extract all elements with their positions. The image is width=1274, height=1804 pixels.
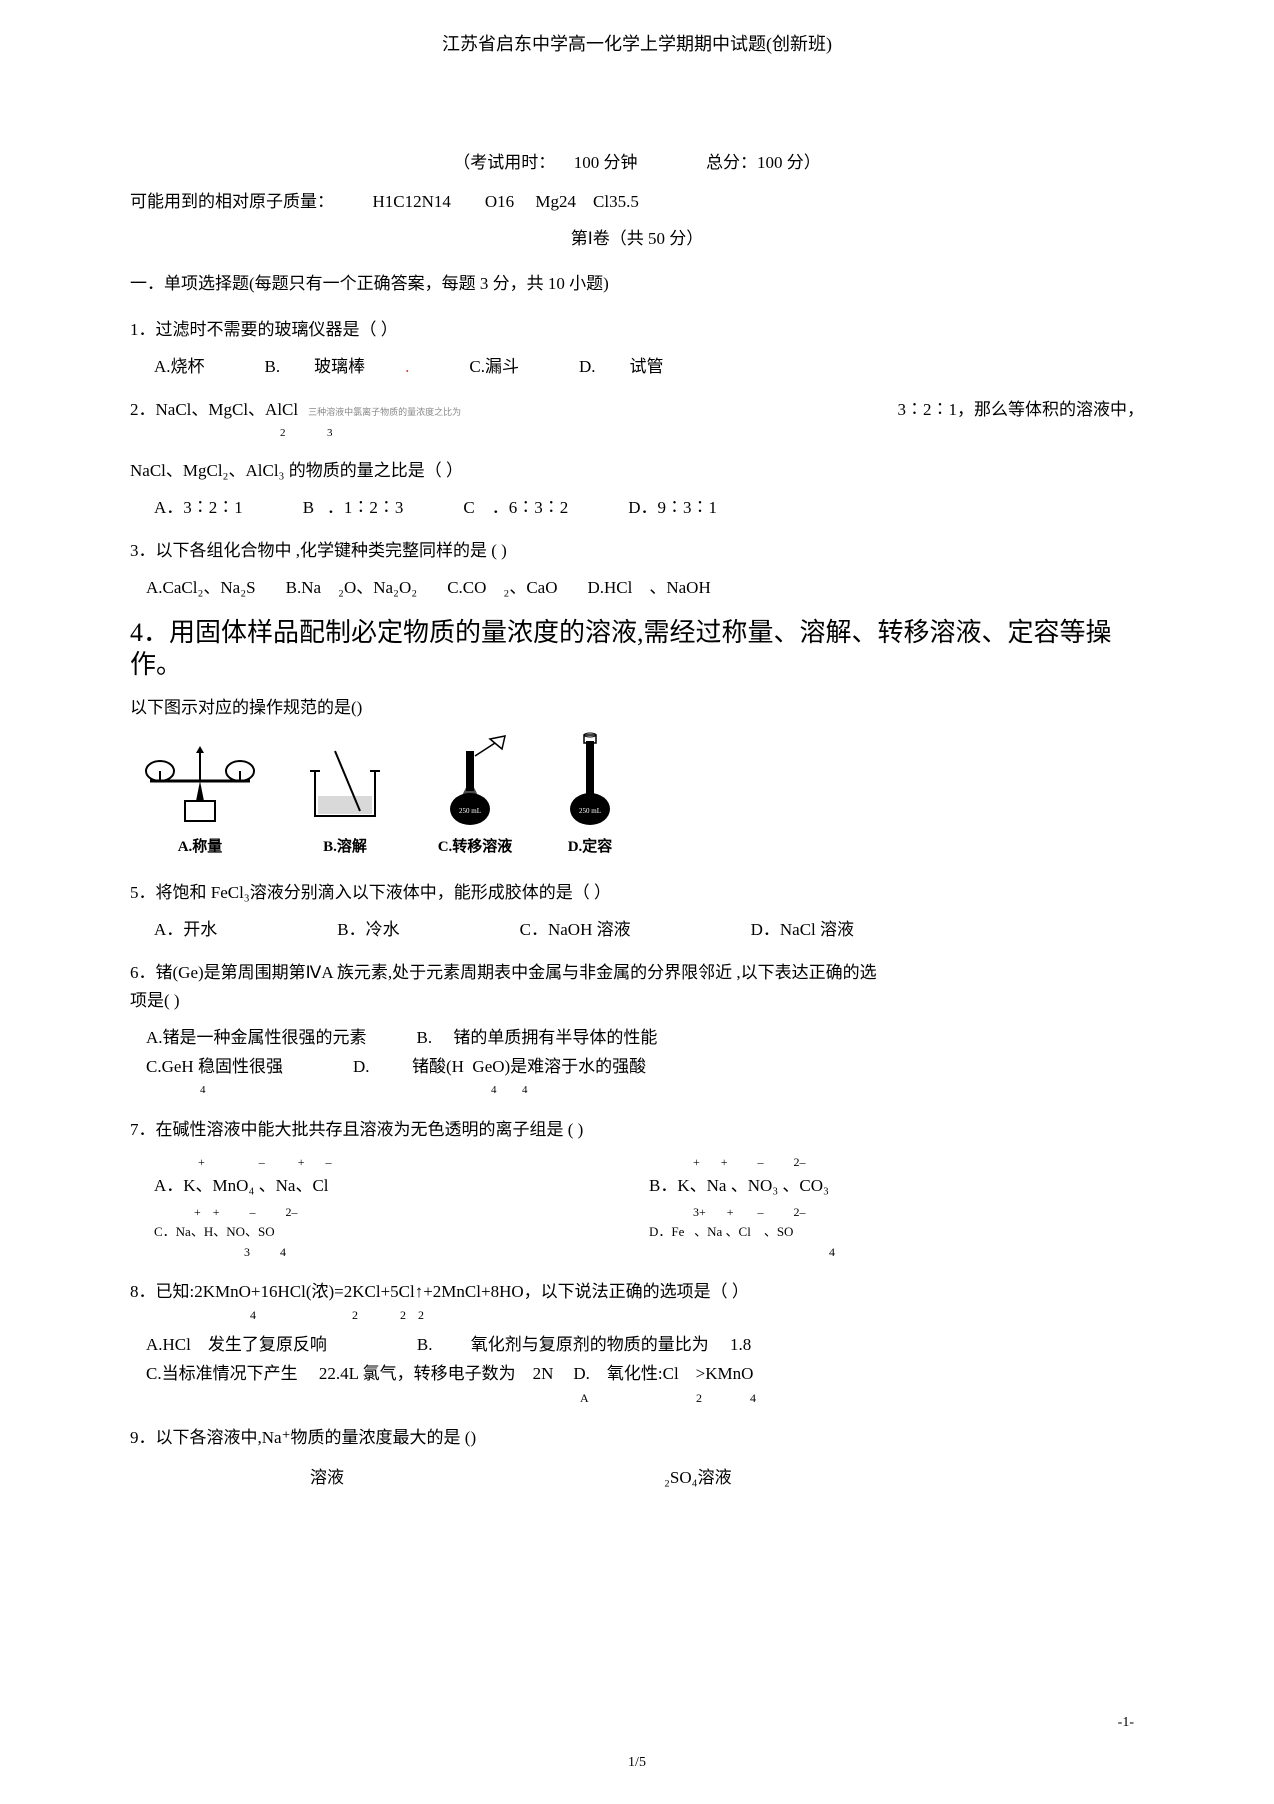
q6-sub2: 4 (491, 1084, 497, 1096)
q4-line2: 以下图示对应的操作规范的是() (130, 694, 1144, 721)
atomic-mass: 可能用到的相对原子质量： H1C12N14 O16 Mg24 Cl35.5 (130, 188, 1144, 215)
apparatus-c-label: C.转移溶液 (438, 835, 513, 859)
apparatus-d: 250 mL D.定容 (550, 731, 630, 859)
q9-right: ₂SO₄溶液 (664, 1464, 732, 1491)
question-7: 7．在碱性溶液中能大批共存且溶液为无色透明的离子组是 ( ) + – + – A… (130, 1116, 1144, 1263)
q2-line1: 2．NaCl、MgCl、AlCl 三种溶液中氯离子物质的量浓度之比为 3∶2∶1… (130, 396, 1144, 423)
q6-opt-c: C.GeH 稳固性很强 (146, 1053, 283, 1080)
q7-b-sup: + + – 2– (693, 1153, 829, 1172)
q7-opt-d: D．Fe 、Na 、Cl 、SO (649, 1222, 835, 1243)
duration-value: 100 分钟 (574, 153, 638, 172)
q2-opt-c: C ．6∶3∶2 (463, 494, 568, 521)
question-2: 2．NaCl、MgCl、AlCl 三种溶液中氯离子物质的量浓度之比为 3∶2∶1… (130, 396, 1144, 521)
q5-opt-b: B．冷水 (337, 916, 399, 943)
question-5: 5．将饱和 FeCl₃溶液分别滴入以下液体中，能形成胶体的是（ ） A．开水 B… (130, 879, 1144, 943)
section1-header: 一．单项选择题(每题只有一个正确答案，每题 3 分，共 10 小题) (130, 270, 1144, 297)
q5-opt-a: A．开水 (154, 916, 217, 943)
q1-opt-b: B. 玻璃棒 (265, 353, 366, 380)
question-4: 4．用固体样品配制必定物质的量浓度的溶液,需经过称量、溶解、转移溶液、定容等操作… (130, 617, 1144, 859)
apparatus-a: A.称量 (130, 741, 270, 859)
exam-info: （考试用时： 100 分钟 总分：100 分） (130, 149, 1144, 176)
q2-opt-b: B ．1∶2∶3 (303, 494, 404, 521)
total-label: 总分：100 分） (706, 153, 821, 172)
q7-c-sup: + + – 2– (194, 1203, 649, 1222)
question-9: 9．以下各溶液中,Na⁺物质的量浓度最大的是 () 溶液 ₂SO₄溶液 (130, 1424, 1144, 1490)
q1-opt-c: C.漏斗 (469, 353, 519, 380)
apparatus-b-label: B.溶解 (323, 835, 367, 859)
q6-opt-b: B. 锗的单质拥有半导体的性能 (417, 1024, 658, 1051)
part1-header: 第Ⅰ卷（共 50 分） (130, 225, 1144, 252)
question-6: 6．锗(Ge)是第周围期第ⅣA 族元素,处于元素周期表中金属与非金属的分界限邻近… (130, 959, 1144, 1099)
q2-line1a: 2．NaCl、MgCl、AlCl (130, 396, 298, 423)
question-8: 8．已知:2KMnO+16HCl(浓)=2KCl+5Cl↑+2MnCl+8HO，… (130, 1278, 1144, 1408)
q5-opt-c: C．NaOH 溶液 (520, 916, 631, 943)
question-1: 1．过滤时不需要的玻璃仪器是（ ） A.烧杯 B. 玻璃棒 . C.漏斗 D. … (130, 316, 1144, 380)
q8-opt-d: D. 氧化性:Cl >KMnO (573, 1360, 753, 1387)
q3-opt-a: A.CaCl₂、Na₂S (146, 574, 256, 601)
q9-text: 9．以下各溶液中,Na⁺物质的量浓度最大的是 () (130, 1424, 1144, 1451)
q2-sub2: 3 (327, 427, 333, 439)
q8-opt-b: B. 氧化剂与复原剂的物质的量比为 1.8 (417, 1331, 751, 1358)
q2-line1b: 3∶2∶1，那么等体积的溶液中， (898, 396, 1145, 423)
q5-text: 5．将饱和 FeCl₃溶液分别滴入以下液体中，能形成胶体的是（ ） (130, 879, 1144, 906)
page-num-center: 1/5 (628, 1752, 646, 1774)
page-num-right: -1- (1118, 1712, 1134, 1734)
q8-opt-c: C.当标准情况下产生 22.4L 氯气，转移电子数为 2N (146, 1360, 553, 1387)
svg-text:250 mL: 250 mL (459, 807, 481, 815)
q3-opt-d: D.HCl 、NaOH (587, 574, 710, 601)
q2-small: 三种溶液中氯离子物质的量浓度之比为 (308, 405, 461, 419)
q7-d-sup: 3+ + – 2– (693, 1203, 835, 1222)
q7-a-sup: + – + – (198, 1153, 649, 1172)
apparatus-d-label: D.定容 (568, 835, 613, 859)
q2-opt-a: A．3∶2∶1 (154, 494, 243, 521)
q7-opt-a: A．K、MnO₄ 、Na、Cl (154, 1172, 649, 1199)
q6-line2: 项是( ) (130, 987, 1144, 1014)
q7-text: 7．在碱性溶液中能大批共存且溶液为无色透明的离子组是 ( ) (130, 1116, 1144, 1143)
question-3: 3．以下各组化合物中 ,化学键种类完整同样的是 ( ) A.CaCl₂、Na₂S… (130, 537, 1144, 601)
q1-opt-d: D. 试管 (579, 353, 664, 380)
q1-opt-a: A.烧杯 (154, 353, 205, 380)
marker-dot: . (405, 353, 409, 380)
q4-images: A.称量 B.溶解 250 mL C.转移溶液 (130, 731, 1144, 859)
q7-c-sub: 3 4 (244, 1243, 649, 1262)
apparatus-b: B.溶解 (290, 741, 400, 859)
doc-title: 江苏省启东中学高一化学上学期期中试题(创新班) (130, 30, 1144, 59)
q6-opt-a: A.锗是一种金属性很强的元素 (146, 1024, 367, 1051)
q9-left: 溶液 (310, 1464, 344, 1491)
duration-label: （考试用时： (453, 153, 555, 172)
q3-opt-c: C.CO ₂、CaO (447, 574, 557, 601)
q7-opt-b: B．K、Na 、NO₃ 、CO₃ (649, 1172, 829, 1199)
q7-d-sub: 4 (829, 1243, 835, 1262)
q3-text: 3．以下各组化合物中 ,化学键种类完整同样的是 ( ) (130, 537, 1144, 564)
q2-opt-d: D．9∶3∶1 (628, 494, 717, 521)
q6-line1: 6．锗(Ge)是第周围期第ⅣA 族元素,处于元素周期表中金属与非金属的分界限邻近… (130, 959, 1144, 986)
q8-text: 8．已知:2KMnO+16HCl(浓)=2KCl+5Cl↑+2MnCl+8HO，… (130, 1278, 1144, 1305)
apparatus-c: 250 mL C.转移溶液 (420, 731, 530, 859)
q5-opt-d: D．NaCl 溶液 (751, 916, 854, 943)
q8-opt-a: A.HCl 发生了复原反响 (146, 1331, 327, 1358)
atomic-mass-label: 可能用到的相对原子质量： (130, 192, 334, 211)
apparatus-a-label: A.称量 (178, 835, 223, 859)
q8-sub2: A 2 4 (580, 1389, 1144, 1408)
q4-big: 4．用固体样品配制必定物质的量浓度的溶液,需经过称量、溶解、转移溶液、定容等操作… (130, 617, 1144, 679)
q3-opt-b: B.Na ₂O、Na₂O₂ (286, 574, 418, 601)
q8-subline: 4 2 2 2 (250, 1306, 1144, 1325)
q2-line2: NaCl、MgCl₂、AlCl₃ 的物质的量之比是（ ） (130, 457, 1144, 484)
q6-sub3: 4 (522, 1084, 528, 1096)
q6-sub1: 4 (200, 1084, 206, 1096)
q6-opt-d: D. 锗酸(H GeO)是难溶于水的强酸 (353, 1053, 646, 1080)
svg-text:250 mL: 250 mL (579, 807, 601, 815)
q7-opt-c: C．Na、H、NO、SO (154, 1222, 649, 1243)
q2-sub1: 2 (280, 427, 286, 439)
q1-text: 1．过滤时不需要的玻璃仪器是（ ） (130, 316, 1144, 343)
atomic-mass-values: H1C12N14 O16 Mg24 Cl35.5 (373, 192, 639, 211)
